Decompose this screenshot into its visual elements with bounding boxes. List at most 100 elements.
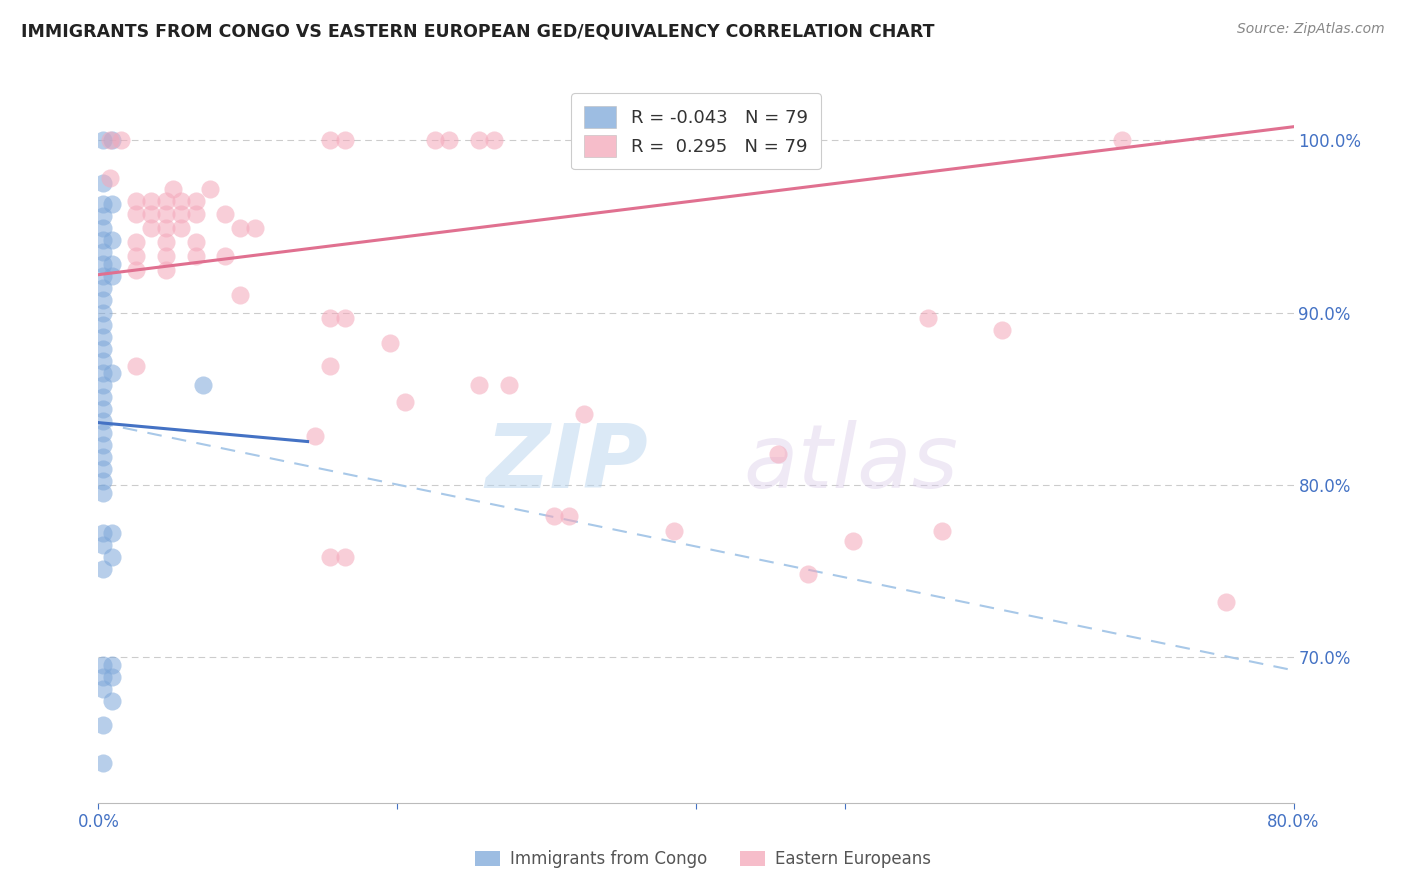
Text: IMMIGRANTS FROM CONGO VS EASTERN EUROPEAN GED/EQUIVALENCY CORRELATION CHART: IMMIGRANTS FROM CONGO VS EASTERN EUROPEA…: [21, 22, 935, 40]
Point: [155, 235, 177, 249]
Point: [91, 401, 114, 416]
Point: [184, 249, 207, 263]
Point: [572, 407, 595, 421]
Point: [91, 756, 114, 771]
Point: [319, 310, 342, 325]
Legend: Immigrants from Congo, Eastern Europeans: Immigrants from Congo, Eastern Europeans: [468, 844, 938, 875]
Point: [91, 269, 114, 284]
Point: [169, 221, 191, 235]
Point: [245, 221, 267, 235]
Text: ZIP: ZIP: [485, 420, 648, 507]
Point: [110, 133, 132, 147]
Point: [543, 508, 565, 523]
Point: [91, 209, 114, 223]
Point: [333, 310, 356, 325]
Point: [91, 414, 114, 428]
Point: [125, 194, 148, 208]
Point: [155, 207, 177, 221]
Point: [101, 525, 124, 540]
Point: [842, 534, 865, 549]
Legend: R = -0.043   N = 79, R =  0.295   N = 79: R = -0.043 N = 79, R = 0.295 N = 79: [571, 93, 821, 169]
Point: [91, 670, 114, 684]
Point: [558, 508, 581, 523]
Point: [662, 133, 685, 147]
Point: [191, 377, 214, 392]
Point: [91, 221, 114, 235]
Point: [229, 221, 252, 235]
Point: [319, 359, 342, 373]
Text: Source: ZipAtlas.com: Source: ZipAtlas.com: [1237, 22, 1385, 37]
Point: [101, 257, 124, 271]
Point: [797, 567, 820, 582]
Point: [91, 462, 114, 476]
Point: [101, 549, 124, 564]
Point: [991, 323, 1014, 337]
Point: [200, 182, 222, 196]
Point: [468, 133, 491, 147]
Point: [91, 450, 114, 464]
Point: [91, 682, 114, 697]
Point: [101, 233, 124, 247]
Point: [155, 194, 177, 208]
Point: [91, 538, 114, 552]
Point: [91, 257, 114, 271]
Point: [184, 235, 207, 249]
Point: [91, 377, 114, 392]
Point: [101, 197, 124, 211]
Point: [662, 524, 685, 538]
Point: [98, 133, 122, 147]
Point: [91, 133, 114, 147]
Point: [139, 194, 162, 208]
Point: [125, 359, 148, 373]
Point: [766, 446, 789, 460]
Point: [91, 425, 114, 440]
Point: [139, 207, 162, 221]
Point: [333, 133, 356, 147]
Text: atlas: atlas: [744, 420, 959, 507]
Point: [498, 377, 520, 392]
Point: [91, 353, 114, 368]
Point: [91, 342, 114, 356]
Point: [229, 288, 252, 302]
Point: [101, 133, 124, 147]
Point: [91, 197, 114, 211]
Point: [304, 429, 326, 443]
Point: [214, 207, 236, 221]
Point: [439, 133, 461, 147]
Point: [484, 133, 506, 147]
Point: [423, 133, 446, 147]
Point: [931, 524, 953, 538]
Point: [169, 194, 191, 208]
Point: [125, 249, 148, 263]
Point: [394, 395, 416, 409]
Point: [91, 718, 114, 732]
Point: [91, 293, 114, 308]
Point: [101, 658, 124, 673]
Point: [184, 207, 207, 221]
Point: [91, 177, 114, 191]
Point: [91, 329, 114, 343]
Point: [91, 318, 114, 332]
Point: [98, 171, 122, 186]
Point: [91, 305, 114, 319]
Point: [319, 549, 342, 564]
Point: [91, 474, 114, 488]
Point: [319, 133, 342, 147]
Point: [468, 377, 491, 392]
Point: [91, 438, 114, 452]
Point: [155, 262, 177, 277]
Point: [101, 694, 124, 708]
Point: [91, 245, 114, 260]
Point: [1215, 594, 1237, 608]
Point: [184, 194, 207, 208]
Point: [378, 336, 401, 351]
Point: [91, 562, 114, 576]
Point: [125, 207, 148, 221]
Point: [155, 249, 177, 263]
Point: [214, 249, 236, 263]
Point: [162, 182, 184, 196]
Point: [603, 133, 626, 147]
Point: [333, 549, 356, 564]
Point: [91, 525, 114, 540]
Point: [101, 670, 124, 684]
